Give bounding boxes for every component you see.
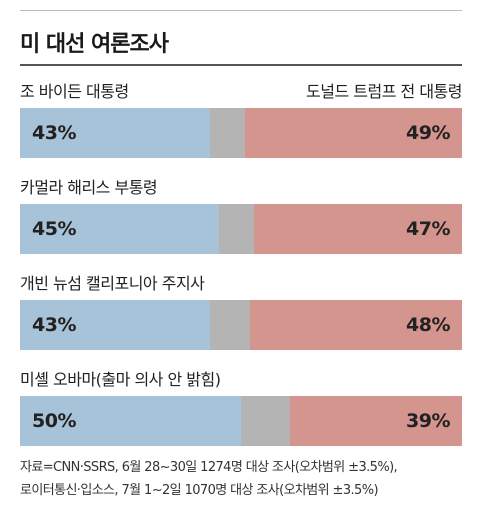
bar-segment-undecided [219, 204, 254, 254]
bar-segment-left [20, 396, 241, 446]
left-value-label: 43% [32, 122, 76, 144]
stacked-bar: 43% 48% [20, 300, 462, 350]
source-line-2: 로이터통신·입소스, 7월 1~2일 1070명 대상 조사(오차범위 ±3.5… [20, 483, 379, 498]
candidate-label: 개빈 뉴섬 캘리포니아 주지사 [20, 274, 205, 293]
top-rule [20, 10, 462, 11]
left-value-label: 45% [32, 218, 76, 240]
stacked-bar: 50% 39% [20, 396, 462, 446]
bar-segment-right [290, 396, 462, 446]
source-note: 자료=CNN·SSRS, 6월 28~30일 1274명 대상 조사(오차범위 … [20, 456, 398, 502]
right-value-label: 49% [406, 122, 450, 144]
candidate-label: 조 바이든 대통령 [20, 82, 129, 101]
right-value-label: 48% [406, 314, 450, 336]
bar-segment-left [20, 108, 210, 158]
chart-title: 미 대선 여론조사 [20, 32, 169, 57]
bar-segment-undecided [210, 300, 250, 350]
title-rule [20, 64, 462, 66]
source-line-1: 자료=CNN·SSRS, 6월 28~30일 1274명 대상 조사(오차범위 … [20, 460, 398, 475]
opponent-label: 도널드 트럼프 전 대통령 [306, 82, 462, 101]
poll-row: 개빈 뉴섬 캘리포니아 주지사 43% 48% [20, 270, 462, 350]
bar-segment-undecided [241, 396, 290, 446]
bar-segment-right [254, 204, 462, 254]
bar-segment-undecided [210, 108, 245, 158]
bar-segment-left [20, 204, 219, 254]
poll-row: 조 바이든 대통령 도널드 트럼프 전 대통령 43% 49% [20, 78, 462, 158]
poll-row: 미셸 오바마(출마 의사 안 밝힘) 50% 39% [20, 366, 462, 446]
bar-segment-right [245, 108, 462, 158]
candidate-label: 미셸 오바마(출마 의사 안 밝힘) [20, 370, 221, 389]
candidate-label: 카멀라 해리스 부통령 [20, 178, 158, 197]
bar-segment-right [250, 300, 462, 350]
left-value-label: 50% [32, 410, 76, 432]
right-value-label: 39% [406, 410, 450, 432]
right-value-label: 47% [406, 218, 450, 240]
stacked-bar: 43% 49% [20, 108, 462, 158]
bar-segment-left [20, 300, 210, 350]
poll-row: 카멀라 해리스 부통령 45% 47% [20, 174, 462, 254]
left-value-label: 43% [32, 314, 76, 336]
stacked-bar: 45% 47% [20, 204, 462, 254]
